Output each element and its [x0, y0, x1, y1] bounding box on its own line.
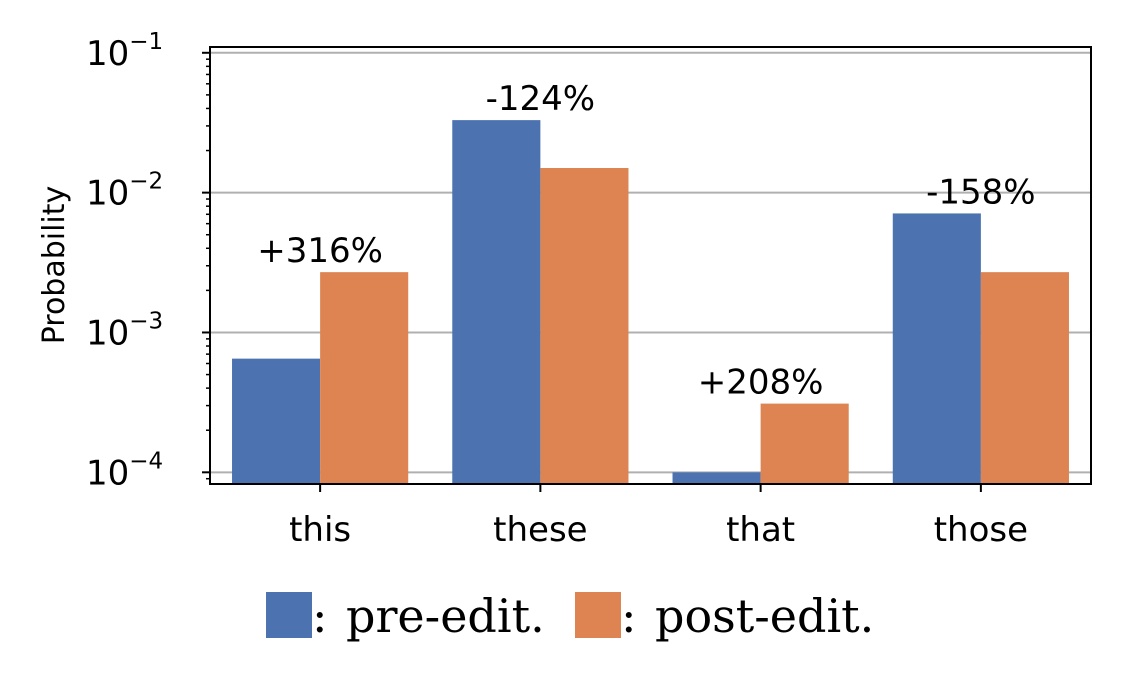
- y-tick-base: 10: [86, 453, 129, 493]
- y-tick-base: 10: [86, 313, 129, 353]
- x-tick-label: these: [493, 510, 587, 550]
- change-annotation: -158%: [926, 172, 1035, 212]
- legend-separator: :: [312, 589, 328, 643]
- annotations: +316% -124% +208% -158%: [257, 79, 1035, 402]
- bar: [320, 272, 409, 484]
- legend-label-post-edit: post-edit.: [655, 589, 874, 643]
- plot-frame: [209, 46, 1092, 485]
- y-axis: 10−110−210−310−4: [86, 29, 210, 493]
- legend: : pre-edit. : post-edit.: [266, 589, 874, 643]
- x-tick-label: those: [934, 510, 1028, 550]
- bar: [540, 168, 629, 485]
- legend-label-pre-edit: pre-edit.: [346, 589, 545, 643]
- x-tick-label: this: [289, 510, 351, 550]
- y-tick-exponent: −3: [129, 308, 163, 334]
- y-tick-label: 10−2: [86, 169, 163, 214]
- y-axis-label: Probability: [37, 186, 72, 345]
- change-annotation: -124%: [486, 79, 595, 119]
- y-tick-label: 10−4: [86, 448, 163, 493]
- bar: [232, 358, 321, 484]
- y-tick-label: 10−1: [86, 29, 163, 74]
- change-annotation: +208%: [698, 363, 824, 403]
- y-tick-base: 10: [86, 174, 129, 214]
- change-annotation: +316%: [257, 231, 383, 271]
- bar: [672, 472, 761, 484]
- y-tick-exponent: −1: [129, 29, 163, 55]
- x-axis: this these that those: [289, 484, 1028, 550]
- legend-swatch-pre-edit: [266, 592, 312, 638]
- bar: [892, 213, 981, 485]
- bars: [232, 120, 1069, 485]
- y-tick-exponent: −4: [129, 448, 163, 474]
- y-tick-label: 10−3: [86, 308, 163, 353]
- y-tick-base: 10: [86, 34, 129, 74]
- bar: [980, 272, 1069, 484]
- legend-swatch-post-edit: [575, 592, 621, 638]
- x-tick-label: that: [726, 510, 795, 550]
- y-tick-exponent: −2: [129, 169, 163, 195]
- bar: [760, 403, 849, 484]
- bar: [452, 120, 541, 485]
- legend-separator: :: [621, 589, 637, 643]
